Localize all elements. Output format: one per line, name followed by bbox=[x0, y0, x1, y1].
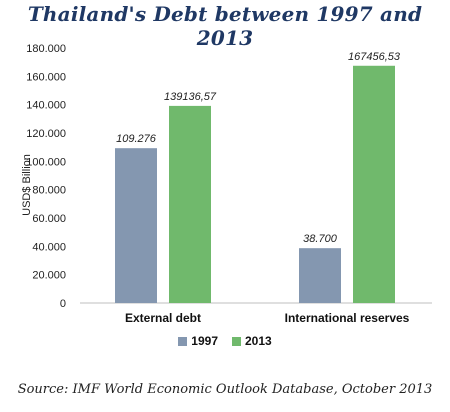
data-labels-group: 109.276 139136,57 38.700 167456,53 bbox=[116, 51, 401, 245]
category-label: External debt bbox=[125, 311, 201, 325]
bar-1997-external-debt bbox=[115, 148, 157, 303]
y-tick-label: 160.000 bbox=[26, 71, 66, 83]
y-tick-label: 80.000 bbox=[32, 185, 66, 197]
legend-label-2013: 2013 bbox=[245, 334, 272, 348]
chart-title: Thailand's Debt between 1997 and 2013 bbox=[27, 2, 423, 50]
y-tick-label: 140.000 bbox=[26, 100, 66, 112]
legend-swatch-2013 bbox=[232, 336, 241, 346]
legend-swatch-1997 bbox=[178, 336, 188, 346]
bar-2013-international-reserves bbox=[353, 65, 395, 303]
y-tick-label: 20.000 bbox=[32, 270, 66, 282]
y-tick-label: 120.000 bbox=[26, 128, 66, 140]
y-tick-label: 100.000 bbox=[26, 156, 66, 168]
legend-item-2013: 2013 bbox=[232, 334, 272, 348]
category-label: International reserves bbox=[285, 311, 410, 325]
category-labels-group: External debt International reserves bbox=[125, 311, 410, 325]
legend-item-1997: 1997 bbox=[178, 334, 218, 348]
bar-1997-international-reserves bbox=[299, 248, 341, 303]
legend: 1997 2013 bbox=[0, 334, 450, 348]
y-tick-label: 40.000 bbox=[32, 241, 66, 253]
data-label: 109.276 bbox=[116, 133, 157, 145]
y-tick-label: 0 bbox=[60, 298, 66, 310]
y-axis-label: USD$ Billion bbox=[21, 154, 33, 216]
bars-group bbox=[115, 65, 395, 303]
y-axis-ticks: 0 20.000 40.000 60.000 80.000 100.000 120.000 1… bbox=[26, 43, 66, 310]
y-tick-label: 180.000 bbox=[26, 43, 66, 55]
bar-2013-external-debt bbox=[169, 105, 211, 303]
source-note: Source: IMF World Economic Outlook Datab… bbox=[17, 382, 433, 397]
data-label: 38.700 bbox=[303, 233, 338, 245]
data-label: 139136,57 bbox=[164, 91, 217, 103]
legend-label-1997: 1997 bbox=[191, 334, 218, 348]
data-label: 167456,53 bbox=[348, 51, 401, 63]
y-tick-label: 60.000 bbox=[32, 213, 66, 225]
